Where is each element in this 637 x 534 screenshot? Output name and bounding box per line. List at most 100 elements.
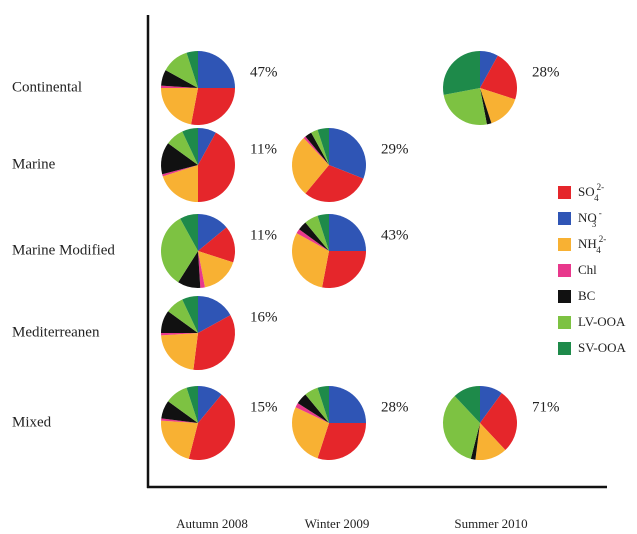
- pie-slice: [180, 214, 198, 251]
- pie-slice: [198, 295, 231, 333]
- legend-name: SO: [578, 184, 595, 199]
- legend-label: LV-OOA: [578, 314, 626, 329]
- pie-slice: [442, 51, 480, 95]
- pie-slice: [329, 128, 366, 179]
- row-label: Marine: [12, 156, 56, 172]
- legend-swatch: [558, 212, 571, 225]
- pie-slice: [317, 128, 329, 165]
- row-label: Mediterreanen: [12, 324, 100, 340]
- legend-swatch: [558, 186, 571, 199]
- pie-slice: [295, 403, 329, 423]
- share-label: 11%: [250, 227, 277, 243]
- pie-slice: [161, 85, 198, 88]
- pie-slice: [162, 165, 198, 177]
- pie-slice: [165, 52, 198, 88]
- row-label: Continental: [12, 79, 82, 95]
- share-label: 16%: [250, 309, 278, 325]
- legend-swatch: [558, 290, 571, 303]
- pie-slice: [161, 143, 198, 175]
- share-label: 29%: [381, 141, 409, 157]
- legend-sup: 2-: [597, 182, 605, 192]
- pie-slice: [305, 132, 329, 165]
- pie-slice: [198, 227, 235, 263]
- legend-name: BC: [578, 288, 595, 303]
- column-label: Winter 2009: [305, 516, 370, 531]
- pie-slice: [480, 386, 502, 423]
- share-label: 47%: [250, 64, 278, 80]
- pie-slice: [198, 132, 235, 202]
- legend-name: LV-OOA: [578, 314, 626, 329]
- pie-slice: [160, 420, 198, 459]
- pie-slice: [188, 394, 236, 461]
- column-label: Summer 2010: [454, 516, 527, 531]
- pie-slice: [168, 299, 198, 333]
- legend-name: NH: [578, 236, 597, 251]
- legend-name: SV-OOA: [578, 340, 627, 355]
- column-label: Autumn 2008: [176, 516, 248, 531]
- pie-slice: [292, 233, 329, 288]
- pie-slice: [329, 214, 366, 251]
- pie-slice: [317, 386, 329, 423]
- row-label: Marine Modified: [12, 242, 115, 258]
- pie-slice: [198, 51, 235, 88]
- pie-slice: [161, 333, 198, 336]
- pie-slice: [292, 138, 329, 194]
- pie-slice: [161, 311, 198, 333]
- legend-label: NH 2-4: [578, 234, 606, 255]
- pie-slice: [186, 386, 198, 423]
- pie-slice: [305, 215, 329, 251]
- share-label: 15%: [250, 399, 278, 415]
- legend-swatch: [558, 316, 571, 329]
- pie-slice: [161, 70, 198, 88]
- legend-label: Chl: [578, 262, 597, 277]
- pie-slice: [198, 251, 234, 288]
- pie-slice: [317, 423, 366, 460]
- legend-sup: 2-: [599, 234, 607, 244]
- pie-slice: [161, 218, 198, 283]
- legend-swatch: [558, 342, 571, 355]
- pie-slice: [198, 128, 216, 165]
- pie-slice: [182, 296, 198, 333]
- legend-swatch: [558, 238, 571, 251]
- pie-slice: [296, 229, 329, 251]
- legend-label: NO -3: [578, 208, 602, 229]
- pie-slice: [168, 387, 198, 423]
- pie-slice: [161, 418, 198, 423]
- pie-slice: [186, 51, 198, 88]
- pie-slice: [311, 129, 329, 165]
- legend-swatch: [558, 264, 571, 277]
- pie-slice: [443, 396, 480, 459]
- legend-name: Chl: [578, 262, 597, 277]
- share-label: 28%: [532, 64, 560, 80]
- share-label: 43%: [381, 227, 409, 243]
- pie-slice: [480, 88, 516, 124]
- legend-sub: 4: [596, 245, 601, 255]
- legend-label: BC: [578, 288, 595, 303]
- pie-slice: [470, 423, 480, 460]
- share-label: 71%: [532, 399, 560, 415]
- pie-slice: [454, 386, 480, 423]
- legend-sub: 4: [594, 193, 599, 203]
- pie-slice: [193, 315, 235, 371]
- pie-slice: [317, 214, 329, 251]
- pie-slice: [182, 128, 198, 165]
- pie-slice: [480, 393, 517, 450]
- pie-slice: [161, 401, 198, 423]
- pie-slice: [198, 214, 227, 251]
- pie-slice: [198, 386, 222, 423]
- pie-slice: [168, 131, 198, 165]
- share-label: 11%: [250, 141, 277, 157]
- pie-slice: [480, 55, 517, 100]
- legend-label: SO 2-4: [578, 182, 604, 203]
- pie-slice: [305, 387, 329, 423]
- pie-slice: [162, 165, 198, 202]
- row-label: Mixed: [12, 414, 52, 430]
- pie-slice: [198, 251, 205, 288]
- pie-slice: [161, 333, 198, 370]
- pie-slice: [480, 51, 498, 88]
- pie-slice: [291, 407, 329, 459]
- legend-name: NO: [578, 210, 597, 225]
- pie-slice: [303, 136, 329, 165]
- legend-sup: -: [599, 208, 602, 218]
- pie-slice: [329, 386, 366, 423]
